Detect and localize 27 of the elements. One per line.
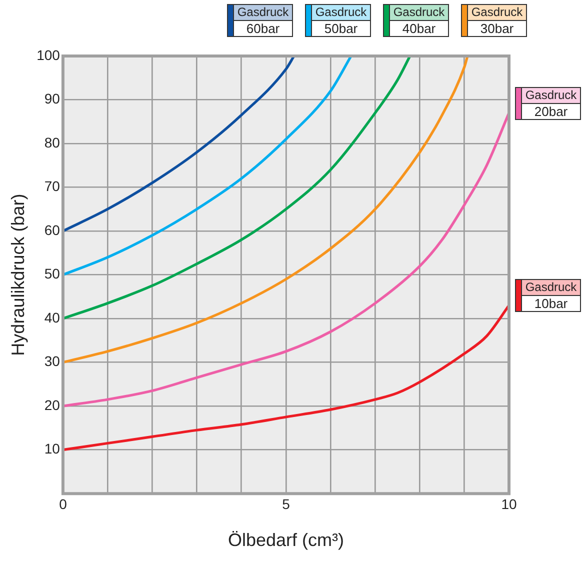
line-series	[62, 54, 412, 320]
x-tick-label: 5	[282, 496, 290, 512]
x-axis-title: Ölbedarf (cm³)	[228, 530, 344, 550]
y-tick-label: 70	[44, 178, 60, 194]
y-tick-label: 90	[44, 90, 60, 107]
x-tick-label: 10	[501, 496, 517, 512]
y-tick-label: 100	[36, 46, 60, 63]
legend-label: Gasdruck 50bar	[314, 5, 368, 36]
line-series	[62, 54, 352, 276]
y-tick-label: 10	[44, 440, 60, 457]
y-tick-label: 80	[44, 134, 60, 150]
line-series	[62, 112, 510, 408]
y-tick-label: 30	[44, 353, 60, 370]
legend-label: Gasdruck 30bar	[470, 5, 524, 36]
line-series	[62, 54, 469, 364]
y-tick-label: 20	[44, 396, 60, 413]
y-tick-label: 60	[44, 222, 60, 238]
line-series	[62, 304, 510, 452]
legend-label: Gasdruck 10bar	[524, 280, 578, 312]
legend-label: Gasdruck 20bar	[524, 88, 578, 119]
y-tick-label: 40	[44, 309, 60, 326]
x-tick-label: 0	[59, 496, 68, 512]
y-tick-label: 50	[44, 266, 60, 282]
y-axis-title: Hydraulikdruck (bar)	[8, 194, 28, 356]
line-series	[62, 54, 296, 232]
legend-label: Gasdruck 40bar	[392, 5, 446, 36]
legend-label: Gasdruck 60bar	[236, 5, 290, 36]
